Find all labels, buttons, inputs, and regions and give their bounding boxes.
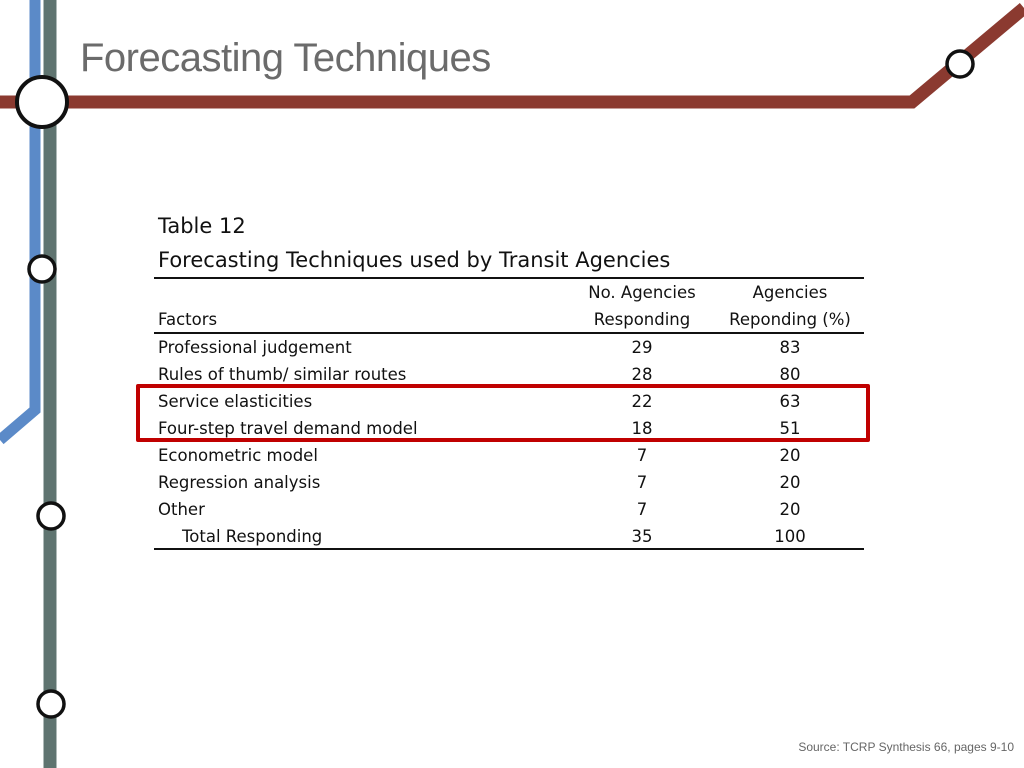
row-agencies: 28 xyxy=(631,365,653,384)
row-factor: Regression analysis xyxy=(158,473,321,492)
total-label: Total Responding xyxy=(182,527,323,546)
row-percent: 20 xyxy=(779,500,801,519)
row-factor: Other xyxy=(158,500,205,519)
blue-line xyxy=(0,0,41,445)
header-rule xyxy=(154,332,864,334)
header-factors: Factors xyxy=(158,310,218,329)
slide-title: Forecasting Techniques xyxy=(80,36,491,80)
station-large xyxy=(15,75,69,129)
header-percent-line2: Reponding (%) xyxy=(729,310,851,329)
source-citation: Source: TCRP Synthesis 66, pages 9-10 xyxy=(798,740,1014,754)
station-top-right xyxy=(945,49,975,79)
header-agencies-line1: No. Agencies xyxy=(588,283,696,302)
row-percent: 63 xyxy=(779,392,801,411)
total-agencies: 35 xyxy=(631,527,653,546)
row-percent: 51 xyxy=(779,419,801,438)
header-percent-line1: Agencies xyxy=(752,283,828,302)
table-number: Table 12 xyxy=(158,214,246,238)
row-agencies: 29 xyxy=(631,338,653,357)
row-factor: Econometric model xyxy=(158,446,318,465)
row-agencies: 7 xyxy=(636,473,648,492)
row-percent: 20 xyxy=(779,473,801,492)
red-line xyxy=(0,3,1024,109)
highlight-box xyxy=(136,384,870,442)
row-factor: Four-step travel demand model xyxy=(158,419,418,438)
table-bottom-rule xyxy=(154,548,864,550)
row-agencies: 22 xyxy=(631,392,653,411)
total-percent: 100 xyxy=(774,527,806,546)
row-agencies: 7 xyxy=(636,446,648,465)
header-agencies-line2: Responding xyxy=(593,310,691,329)
table-top-rule xyxy=(154,277,864,279)
table-caption: Forecasting Techniques used by Transit A… xyxy=(158,248,671,272)
row-factor: Service elasticities xyxy=(158,392,313,411)
row-agencies: 7 xyxy=(636,500,648,519)
station-gray-1 xyxy=(36,501,66,531)
row-percent: 80 xyxy=(779,365,801,384)
row-agencies: 18 xyxy=(631,419,653,438)
row-factor: Professional judgement xyxy=(158,338,352,357)
row-factor: Rules of thumb/ similar routes xyxy=(158,365,407,384)
row-percent: 20 xyxy=(779,446,801,465)
station-gray-2 xyxy=(36,689,66,719)
row-percent: 83 xyxy=(779,338,801,357)
station-blue xyxy=(27,254,57,284)
